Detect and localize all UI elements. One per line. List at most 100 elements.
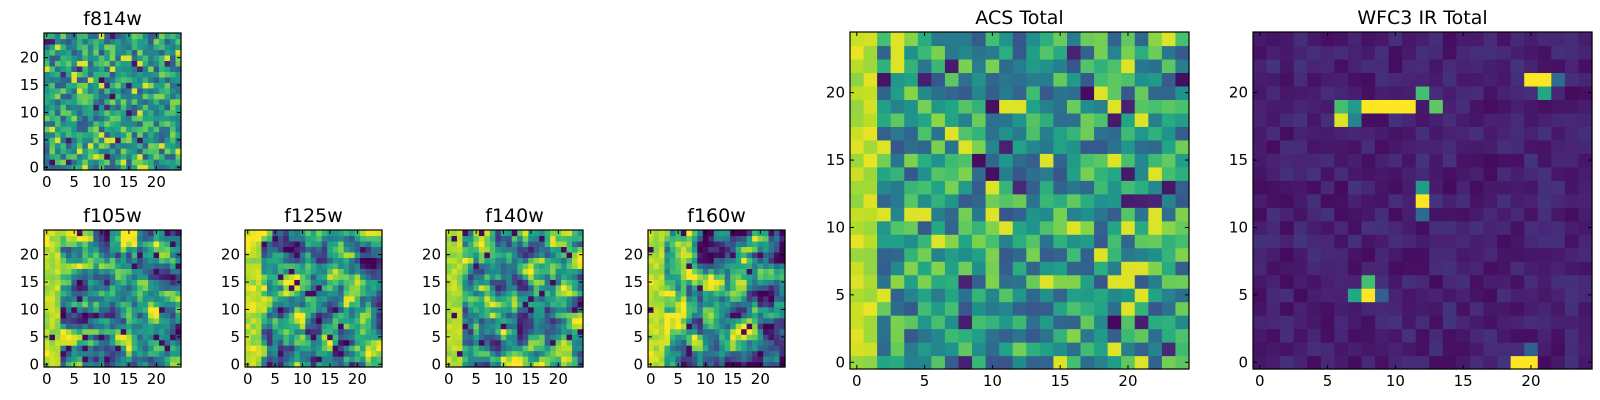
heatmap-cell [316, 295, 323, 302]
heatmap-cell [54, 104, 62, 111]
heatmap-cell [1429, 112, 1444, 127]
heatmap-cell [148, 334, 155, 341]
heatmap-cell [1510, 153, 1525, 168]
heatmap-cell [255, 350, 263, 357]
heatmap-cell [142, 49, 149, 56]
heatmap-cell [148, 246, 155, 253]
heatmap-cell [338, 345, 345, 352]
heatmap-cell [462, 339, 469, 346]
heatmap-cell [484, 356, 491, 363]
heatmap-cell [467, 246, 474, 253]
heatmap-cell [137, 334, 144, 341]
heatmap-cell [153, 356, 160, 363]
heatmap-cell [669, 312, 676, 319]
heatmap-cell [104, 49, 111, 56]
heatmap-cell [1026, 342, 1041, 357]
heatmap-cell [724, 334, 731, 341]
heatmap-cell [104, 284, 111, 291]
heatmap-cell [1094, 207, 1109, 222]
heatmap-cell [1388, 315, 1403, 330]
heatmap-cell [774, 268, 781, 275]
heatmap-cell [82, 159, 89, 166]
heatmap-cell [82, 49, 89, 56]
heatmap-cell [999, 261, 1014, 276]
heatmap-cell [126, 290, 133, 297]
heatmap-cell [164, 361, 171, 368]
heatmap-cell [131, 290, 138, 297]
heatmap-cell [1361, 58, 1376, 74]
heatmap-cell [1524, 342, 1539, 357]
heatmap-cell [774, 251, 781, 258]
heatmap-cell [506, 301, 513, 308]
heatmap-cell [148, 137, 155, 144]
heatmap-cell [1524, 45, 1539, 60]
heatmap-cell [104, 98, 111, 105]
heatmap-cell [137, 159, 144, 166]
heatmap-cell [877, 207, 892, 222]
heatmap-cell [495, 301, 502, 308]
heatmap-cell [506, 246, 513, 253]
heatmap-cell [148, 273, 155, 280]
heatmap-cell [126, 356, 133, 363]
heatmap-cell [71, 317, 78, 324]
heatmap-cell [148, 142, 155, 149]
heatmap-cell [288, 356, 295, 363]
heatmap-cell [170, 279, 177, 286]
heatmap-cell [1469, 301, 1485, 316]
heatmap-cell [120, 334, 127, 341]
heatmap-cell [1253, 355, 1268, 370]
heatmap-cell [533, 257, 540, 264]
heatmap-cell [76, 251, 83, 258]
heatmap-cell [985, 207, 1000, 222]
heatmap-cell [763, 356, 770, 363]
heatmap-cell [310, 240, 317, 248]
heatmap-cell [65, 235, 72, 242]
heatmap-cell [175, 33, 182, 40]
heatmap-cell [142, 317, 149, 324]
heatmap-cell [76, 317, 83, 324]
heatmap-cell [115, 230, 122, 237]
heatmap-cell [1442, 85, 1457, 100]
heatmap-cell [944, 99, 960, 114]
heatmap-cell [890, 166, 905, 181]
heatmap-cell [697, 356, 704, 363]
heatmap-cell [1564, 247, 1580, 262]
heatmap-cell [1320, 126, 1335, 141]
heatmap-cell [528, 262, 535, 269]
heatmap-cell [137, 306, 144, 313]
heatmap-cell [310, 334, 317, 341]
heatmap-cell [719, 246, 726, 253]
heatmap-cell [1334, 45, 1349, 60]
heatmap-cell [261, 268, 268, 275]
heatmap-cell [958, 32, 973, 47]
heatmap-cell [446, 235, 453, 242]
heatmap-cell [65, 164, 72, 171]
heatmap-cell [719, 334, 726, 341]
heatmap-cell [71, 38, 78, 45]
heatmap-cell [517, 240, 524, 248]
heatmap-cell [126, 262, 133, 269]
heatmap-cell [316, 345, 323, 352]
heatmap-cell [175, 159, 182, 166]
heatmap-cell [109, 148, 116, 155]
heatmap-cell [539, 246, 546, 253]
heatmap-cell [1347, 72, 1363, 87]
heatmap-cell [972, 288, 987, 303]
heatmap-cell [850, 288, 865, 303]
heatmap-cell [1429, 315, 1444, 330]
heatmap-cell [1483, 180, 1498, 195]
heatmap-cell [999, 328, 1014, 343]
heatmap-cell [1334, 355, 1349, 370]
heatmap-cell [376, 273, 383, 280]
heatmap-cell [1524, 301, 1539, 316]
heatmap-cell [511, 317, 518, 324]
heatmap-cell [1161, 328, 1177, 343]
heatmap-cell [120, 361, 127, 368]
heatmap-cell [1402, 99, 1417, 114]
heatmap-cell [299, 251, 306, 258]
heatmap-cell [354, 273, 361, 280]
heatmap-cell [506, 273, 513, 280]
heatmap-cell [71, 356, 78, 363]
heatmap-cell [958, 328, 973, 343]
heatmap-cell [1320, 301, 1335, 316]
